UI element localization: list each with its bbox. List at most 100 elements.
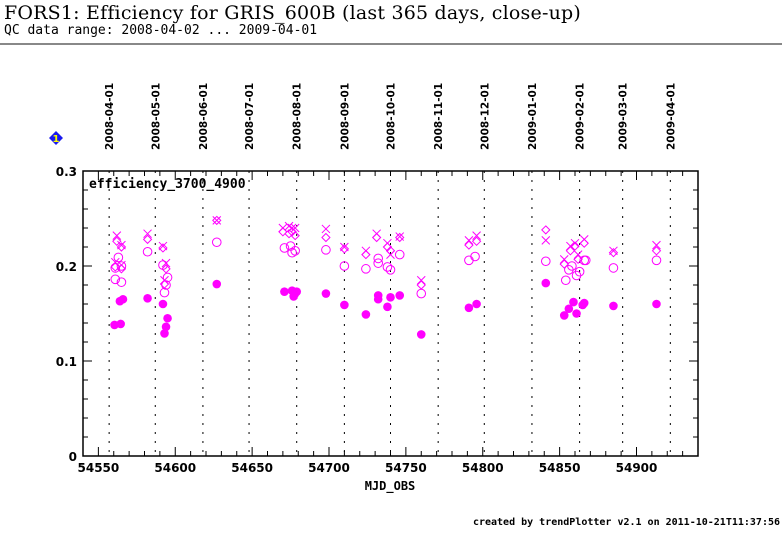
open-circle-point [574,266,585,277]
open-circle-point [394,249,405,260]
cross-stroke [573,250,583,259]
open-circle-point [211,237,222,248]
x-tick-label: 54700 [308,461,350,475]
diamond-point [559,259,569,269]
month-label: 2009-04-01 [665,83,677,150]
diamond-point [651,246,662,256]
open-circle-point [608,263,619,273]
filled-circle-point [340,300,349,310]
diamond-point [361,249,371,260]
cross-point [541,235,551,245]
filled-circle-point [163,313,172,323]
cross-stroke [416,275,426,285]
badge-diamond-icon[interactable]: 1 [49,131,63,145]
x-axis-title: MJD_OBS [365,479,416,494]
x-tick-label: 54900 [616,461,658,475]
chart-title: FORS1: Efficiency for GRIS_600B (last 36… [4,2,581,24]
panel-series-label: efficiency_3700_4900 [89,177,246,192]
diamond-point [464,240,474,250]
diamond-point [284,228,294,239]
open-circle-point [560,275,571,286]
open-circle-point [373,253,384,264]
cross-stroke [472,231,481,240]
filled-circle-point [361,310,371,319]
diamond-point [116,242,127,252]
open-circle-point [279,243,290,253]
filled-circle-point [143,294,152,303]
month-label: 2008-09-01 [339,83,351,150]
x-tick-label: 54650 [231,461,273,475]
diamond-point [565,246,576,256]
cross-point [112,231,122,240]
month-label: 2008-10-01 [386,83,398,150]
diamond-point [142,234,153,245]
diamond-point [321,232,331,243]
y-tick-label: 0 [69,450,77,464]
cross-point [143,229,152,239]
cross-point [161,258,171,268]
open-circle-point [116,277,127,287]
plot-frame [82,170,699,457]
month-label: 2008-04-01 [104,83,116,150]
open-circle-point [339,261,350,271]
cross-point [559,254,569,264]
cross-point [472,231,481,240]
filled-circle-point [116,319,125,329]
badge-label: 1 [53,134,60,145]
open-circle-point [470,251,480,262]
month-label: 2008-07-01 [244,83,256,150]
diamond-point [159,279,170,289]
cross-stroke [143,229,152,239]
cross-stroke [321,224,331,234]
open-circle-point [321,245,331,255]
diamond-point [608,247,619,258]
open-circle-point [382,262,393,272]
filled-circle-point [160,329,169,338]
filled-circle-point [579,298,589,308]
cross-stroke [541,235,551,245]
open-circle-point [290,246,300,256]
filled-circle-point [386,293,395,302]
open-circle-point [110,274,121,285]
open-circle-point [116,261,127,271]
badge-diamond-shape [49,131,63,145]
filled-circle-point [212,279,222,289]
y-tick-label: 0.3 [56,165,77,179]
month-label: 2009-01-01 [527,83,539,150]
filled-circle-point [292,287,302,296]
x-tick-labels: 54550 54600 54650 54700 54750 54800 54850 54900 [78,461,658,475]
diamond-point [158,243,168,253]
filled-circle-point [609,301,618,311]
cross-stroke [212,216,222,225]
x-tick-label: 54600 [154,461,196,475]
open-circle-point [416,288,427,299]
cross-point [652,240,661,250]
month-gridlines [108,171,671,456]
filled-circle-point [569,297,578,307]
open-circle-point [540,256,551,267]
cross-stroke [464,235,474,245]
diamond-point [110,262,120,272]
diamond-point [573,254,583,265]
data-range-subtitle: QC data range: 2008-04-02 ... 2009-04-01 [4,23,318,38]
open-circle-point [361,264,371,274]
diamond-point [382,242,393,252]
diamond-point [278,227,288,237]
filled-circle-point [158,299,168,309]
diamond-point [579,238,589,248]
diamond-point [471,236,482,247]
filled-circle-point [416,330,426,339]
open-circle-point [567,261,577,271]
diamond-point [570,241,580,251]
filled-circle-point [118,294,128,304]
x-tick-label: 54550 [78,461,120,475]
month-label: 2008-08-01 [292,83,304,150]
diamond-point [371,232,382,243]
cross-point [573,250,583,259]
diamond-point [395,232,405,243]
open-circle-point [142,246,153,257]
month-labels: 2008-04-01 2008-05-01 2008-06-01 2008-07-01… [104,83,677,150]
diamond-point [541,225,551,235]
open-circle-point [113,252,124,263]
